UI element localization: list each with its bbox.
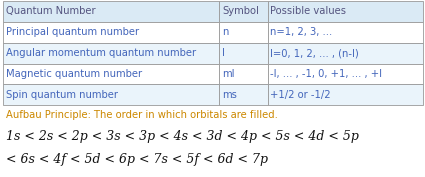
FancyBboxPatch shape <box>3 1 219 22</box>
FancyBboxPatch shape <box>3 64 219 84</box>
FancyBboxPatch shape <box>268 84 423 105</box>
FancyBboxPatch shape <box>3 43 219 64</box>
Text: Spin quantum number: Spin quantum number <box>6 90 118 100</box>
Text: -l, ... , -1, 0, +1, ... , +l: -l, ... , -1, 0, +1, ... , +l <box>270 69 382 79</box>
FancyBboxPatch shape <box>219 43 268 64</box>
Text: Symbol: Symbol <box>222 6 259 16</box>
FancyBboxPatch shape <box>219 64 268 84</box>
Text: Principal quantum number: Principal quantum number <box>6 27 139 37</box>
Text: Aufbau Principle: The order in which orbitals are filled.: Aufbau Principle: The order in which orb… <box>6 110 278 120</box>
Text: Magnetic quantum number: Magnetic quantum number <box>6 69 142 79</box>
Text: 1s < 2s < 2p < 3s < 3p < 4s < 3d < 4p < 5s < 4d < 5p: 1s < 2s < 2p < 3s < 3p < 4s < 3d < 4p < … <box>6 130 358 143</box>
FancyBboxPatch shape <box>268 22 423 43</box>
FancyBboxPatch shape <box>268 64 423 84</box>
Text: l=0, 1, 2, ... , (n-l): l=0, 1, 2, ... , (n-l) <box>270 48 359 58</box>
Text: n: n <box>222 27 228 37</box>
Text: ms: ms <box>222 90 237 100</box>
FancyBboxPatch shape <box>219 84 268 105</box>
FancyBboxPatch shape <box>219 22 268 43</box>
Text: < 6s < 4f < 5d < 6p < 7s < 5f < 6d < 7p: < 6s < 4f < 5d < 6p < 7s < 5f < 6d < 7p <box>6 153 267 166</box>
FancyBboxPatch shape <box>268 1 423 22</box>
FancyBboxPatch shape <box>268 43 423 64</box>
Text: +1/2 or -1/2: +1/2 or -1/2 <box>270 90 331 100</box>
FancyBboxPatch shape <box>3 22 219 43</box>
Text: Possible values: Possible values <box>270 6 346 16</box>
Text: l: l <box>222 48 225 58</box>
Text: Quantum Number: Quantum Number <box>6 6 96 16</box>
Text: Angular momentum quantum number: Angular momentum quantum number <box>6 48 196 58</box>
Text: n=1, 2, 3, ...: n=1, 2, 3, ... <box>270 27 332 37</box>
FancyBboxPatch shape <box>219 1 268 22</box>
Text: ml: ml <box>222 69 235 79</box>
FancyBboxPatch shape <box>3 84 219 105</box>
